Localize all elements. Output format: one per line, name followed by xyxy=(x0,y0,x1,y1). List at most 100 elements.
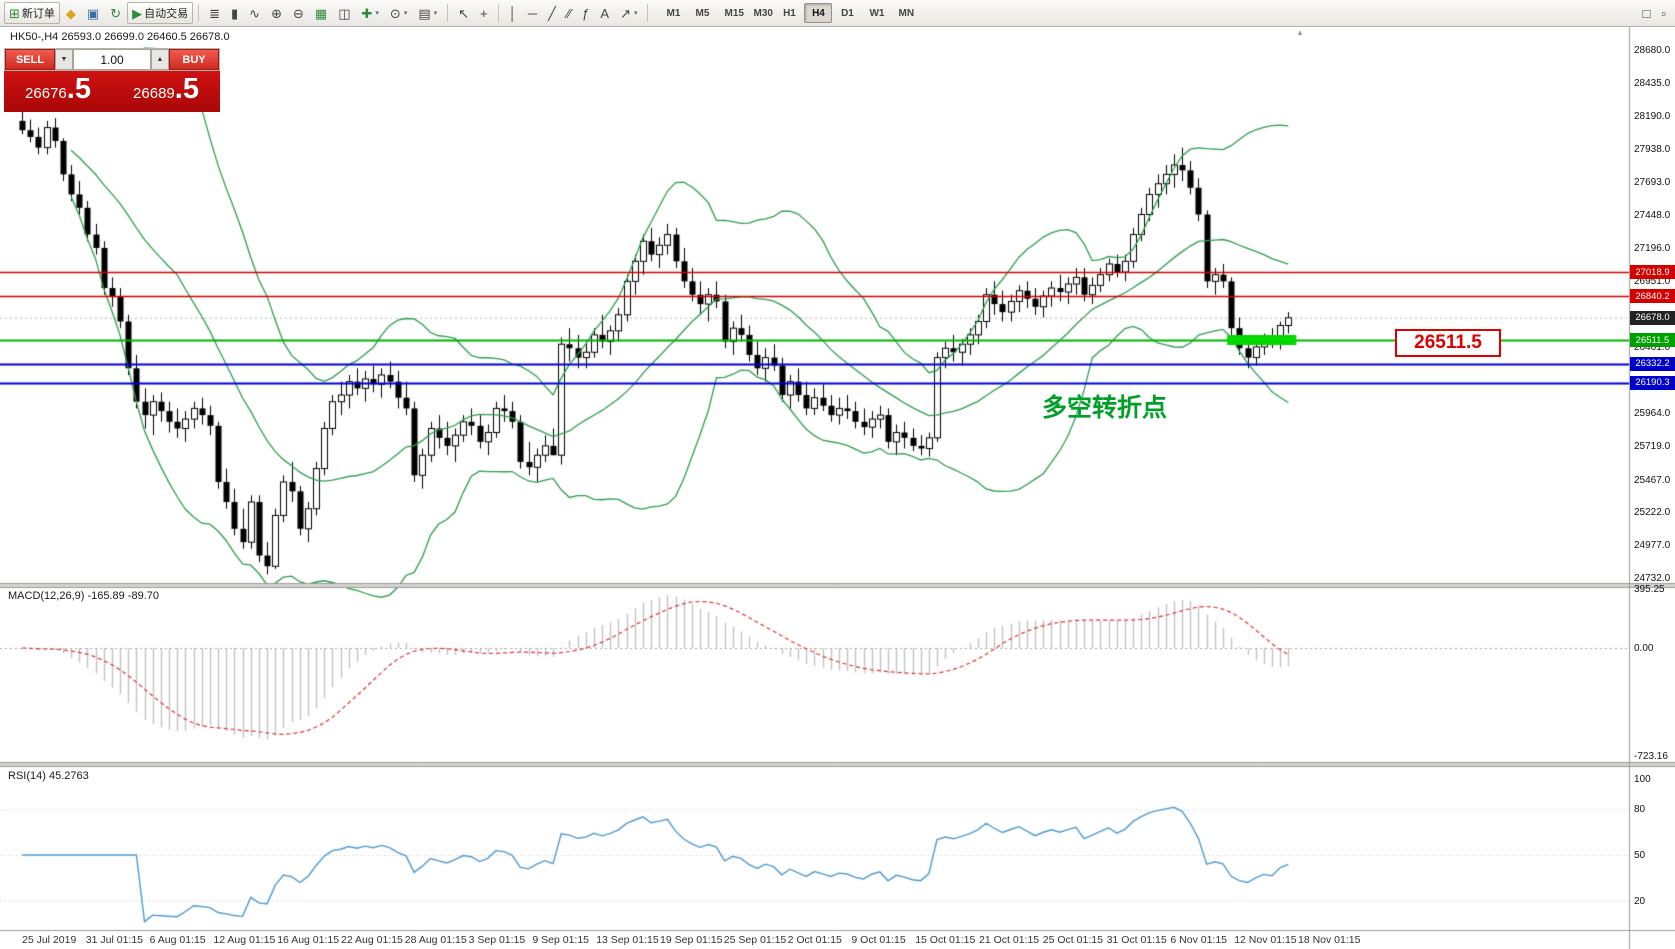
buy-price[interactable]: 26689.5 xyxy=(112,71,220,112)
autotrade-button[interactable]: ▶ 自动交易 xyxy=(127,2,194,24)
templates-icon: ▤ xyxy=(418,5,431,21)
cursor-icon: ↖ xyxy=(458,5,470,21)
sell-price-main: 26676 xyxy=(25,85,67,102)
price-tick: 27693.0 xyxy=(1634,177,1671,188)
date-axis-label: 31 Jul 01:15 xyxy=(85,934,144,946)
timeframe-w1-button[interactable]: W1 xyxy=(862,3,890,23)
sell-price-pip: .5 xyxy=(66,73,91,105)
volume-input[interactable]: 1.00 xyxy=(73,49,151,70)
date-axis-label: 19 Sep 01:15 xyxy=(660,934,723,946)
timeframe-m5-button[interactable]: M5 xyxy=(688,3,716,23)
candlestick-chart-icon: ▮ xyxy=(231,5,239,21)
date-axis-label: 12 Aug 01:15 xyxy=(213,934,276,946)
timeframe-h1-button[interactable]: H1 xyxy=(775,3,803,23)
date-axis-label: 2 Oct 01:15 xyxy=(787,934,842,946)
crosshair-icon: + xyxy=(480,5,488,21)
price-tick: 26461.0 xyxy=(1634,341,1671,353)
chart-ohlc-header: HK50-,H4 26593.0 26699.0 26460.5 26678.0 xyxy=(10,31,230,43)
rsi-scale-tick: 20 xyxy=(1634,895,1646,907)
line-chart-button[interactable]: ∿ xyxy=(244,2,265,24)
favorites-icon: ◆ xyxy=(65,5,76,21)
timeframe-h4-button[interactable]: H4 xyxy=(804,3,833,23)
date-axis-label: 31 Oct 01:15 xyxy=(1106,934,1167,946)
volume-increase-button[interactable]: ▲ xyxy=(151,49,169,70)
timeframe-m1-button[interactable]: M1 xyxy=(659,3,687,23)
vertical-line-icon: │ xyxy=(508,5,517,21)
toolbar-separator xyxy=(447,4,449,22)
toolbar-extra-icon-1[interactable]: □ xyxy=(1638,2,1656,24)
new-order-button[interactable]: ⊞ 新订单 xyxy=(4,2,60,24)
cursor-button[interactable]: ↖ xyxy=(453,2,474,24)
timeframe-d1-button[interactable]: D1 xyxy=(833,3,861,23)
date-axis[interactable]: 25 Jul 2019 31 Jul 01:15 6 Aug 01:15 12 Aug… xyxy=(0,932,1629,949)
cursor-tools-group: ↖ + xyxy=(453,2,493,24)
price-marker: 26678.0 xyxy=(1630,310,1675,325)
zoom-out-button[interactable]: ⊖ xyxy=(288,2,309,24)
macd-scale-tick: -723.16 xyxy=(1634,750,1668,762)
templates-button[interactable]: ▤ ▾ xyxy=(413,2,442,24)
fibonacci-icon: ƒ xyxy=(582,5,590,21)
rsi-scale-tick: 80 xyxy=(1634,804,1646,816)
date-axis-label: 6 Nov 01:15 xyxy=(1170,934,1228,946)
date-axis-label: 25 Oct 01:15 xyxy=(1042,934,1103,946)
refresh-button[interactable]: ↻ xyxy=(105,2,126,24)
price-tick: 25222.0 xyxy=(1634,507,1671,519)
price-tick: 24977.0 xyxy=(1634,540,1671,552)
timeframe-m15-button[interactable]: M15 xyxy=(717,3,745,23)
timeframe-mn-button[interactable]: MN xyxy=(891,3,919,23)
text-label-icon: A xyxy=(600,5,610,21)
chart-annotation-text: 多空转折点 xyxy=(1042,394,1168,422)
text-label-button[interactable]: A xyxy=(595,2,614,24)
trendline-icon: ╱ xyxy=(547,5,556,21)
volume-decrease-button[interactable]: ▼ xyxy=(55,49,73,70)
toolbar-right-group: □ ▫ xyxy=(1638,2,1671,24)
price-tick: 28190.0 xyxy=(1634,110,1671,122)
dropdown-arrow-icon: ▾ xyxy=(633,10,638,17)
grid-button[interactable]: ▦ xyxy=(310,2,332,24)
date-axis-label: 3 Sep 01:15 xyxy=(468,934,526,946)
toolbar-separator xyxy=(647,4,649,22)
buy-price-pip: .5 xyxy=(174,73,199,105)
buy-button[interactable]: BUY xyxy=(169,49,219,70)
zoom-in-button[interactable]: ⊕ xyxy=(266,2,287,24)
date-axis-label: 12 Nov 01:15 xyxy=(1234,934,1297,946)
price-callout-label: 26511.5 xyxy=(1395,329,1501,357)
horizontal-line-button[interactable]: ─ xyxy=(523,2,542,24)
toolbar-extra-icon-2: ▫ xyxy=(1661,5,1666,21)
vertical-line-button[interactable]: │ xyxy=(504,2,522,24)
timeframe-m30-button[interactable]: M30 xyxy=(746,3,774,23)
date-axis-label: 22 Aug 01:15 xyxy=(341,934,403,946)
crosshair-button[interactable]: + xyxy=(475,2,493,24)
favorites-button[interactable]: ◆ xyxy=(61,2,81,24)
arrows-button[interactable]: ↗ ▾ xyxy=(615,2,642,24)
indicators-button[interactable]: ✚ ▾ xyxy=(356,2,383,24)
candlestick-chart-button[interactable]: ▮ xyxy=(226,2,243,24)
macd-scale-tick: 0.00 xyxy=(1634,643,1654,654)
chart-shift-marker[interactable]: ▲ xyxy=(1296,28,1304,37)
fibonacci-button[interactable]: ƒ xyxy=(577,2,594,24)
sell-button[interactable]: SELL xyxy=(5,49,55,70)
date-axis-label: 18 Nov 01:15 xyxy=(1298,934,1361,946)
grid-icon: ▦ xyxy=(314,5,328,21)
trendline-button[interactable]: ╱ xyxy=(543,2,561,24)
price-scale[interactable]: 28680.0 28435.0 28190.0 27938.0 27693.0 27448… xyxy=(1630,0,1675,949)
channel-button[interactable]: ∕∕ xyxy=(562,2,576,24)
rsi-scale-tick: 100 xyxy=(1634,774,1651,785)
macd-scale-tick: 395.25 xyxy=(1634,584,1665,596)
bar-chart-button[interactable]: ≣ xyxy=(204,2,225,24)
sell-price[interactable]: 26676.5 xyxy=(4,71,112,112)
date-axis-label: 15 Oct 01:15 xyxy=(915,934,976,946)
price-tick: 26951.0 xyxy=(1634,276,1671,288)
zoom-out-icon: ⊖ xyxy=(292,5,304,21)
indicators-icon: ✚ xyxy=(361,5,373,21)
periods-icon: ⊙ xyxy=(389,5,401,21)
toolbar-extra-icon-2[interactable]: ▫ xyxy=(1656,2,1671,24)
tile-windows-button[interactable]: ◫ xyxy=(333,2,355,24)
profile-button[interactable]: ▣ xyxy=(82,2,104,24)
price-marker: 26332.2 xyxy=(1630,356,1675,371)
date-axis-label: 25 Jul 2019 xyxy=(22,934,77,946)
periods-button[interactable]: ⊙ ▾ xyxy=(385,2,412,24)
new-order-label: 新订单 xyxy=(21,8,55,20)
